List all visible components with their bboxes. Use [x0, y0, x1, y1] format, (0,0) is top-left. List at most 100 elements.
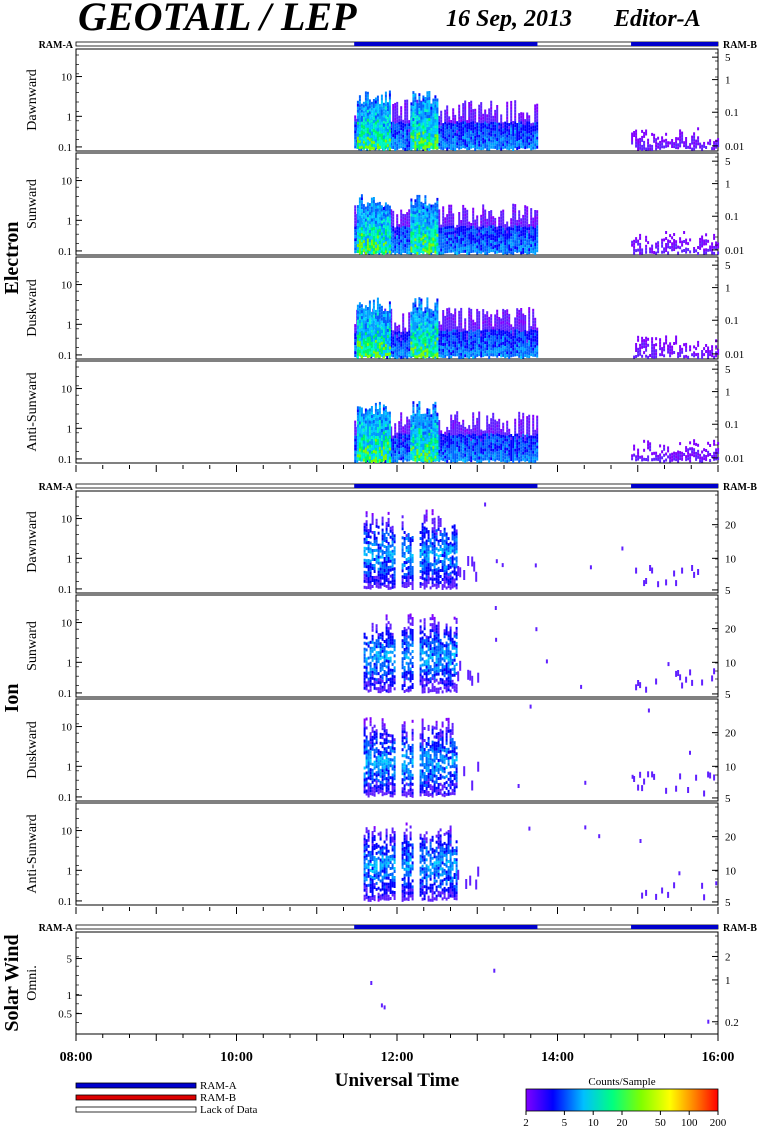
spectrogram-cell: [474, 346, 476, 349]
spectrogram-cell: [448, 320, 450, 323]
spectrogram-cell: [490, 317, 492, 320]
spectrogram-cell: [641, 148, 643, 151]
spectrogram-cell: [500, 229, 502, 232]
spectrogram-cell: [375, 98, 377, 101]
spectrogram-cell: [468, 326, 470, 329]
spectrogram-cell: [361, 206, 363, 209]
spectrogram-cell: [442, 328, 444, 331]
spectrogram-cell: [424, 213, 426, 216]
spectrogram-cell: [486, 138, 488, 141]
spectrogram-cell: [363, 102, 365, 105]
spectrogram-cell: [675, 246, 677, 249]
spectrogram-cell: [689, 143, 691, 146]
spectrogram-cell: [406, 124, 408, 127]
spectrogram-cell: [498, 138, 500, 141]
spectrogram-cell: [506, 111, 508, 114]
spectrogram-cell: [462, 223, 464, 226]
spectrogram-cell: [631, 136, 633, 139]
spectrogram-cell: [536, 110, 538, 113]
spectrogram-cell: [524, 223, 526, 226]
spectrogram-cell: [530, 329, 532, 332]
spectrogram-cell: [484, 243, 486, 246]
spectrogram-cell: [400, 142, 402, 145]
spectrogram-cell: [404, 136, 406, 139]
spectrogram-cell: [357, 347, 359, 350]
spectrogram-cell: [396, 105, 398, 108]
spectrogram-cell: [494, 230, 496, 233]
spectrogram-cell: [438, 336, 440, 339]
spectrogram-cell: [484, 210, 486, 213]
spectrogram-cell: [436, 111, 438, 114]
spectrogram-cell: [458, 138, 460, 141]
spectrogram-cell: [412, 223, 414, 226]
spectrogram-cell: [389, 236, 391, 239]
spectrogram-cell: [387, 229, 389, 232]
spectrogram-cell: [446, 241, 448, 244]
spectrogram-cell: [430, 244, 432, 247]
spectrogram-cell: [448, 247, 450, 250]
spectrogram-cell: [414, 217, 416, 220]
spectrogram-cell: [506, 237, 508, 240]
spectrogram-cell: [484, 240, 486, 243]
spectrogram-cell: [418, 252, 420, 255]
spectrogram-cell: [508, 135, 510, 138]
spectrogram-cell: [488, 123, 490, 126]
spectrogram-cell: [365, 210, 367, 213]
spectrogram-cell: [651, 145, 653, 148]
spectrogram-cell: [528, 313, 530, 316]
spectrogram-cell: [444, 223, 446, 226]
spectrogram-cell: [456, 326, 458, 329]
spectrogram-cell: [430, 229, 432, 232]
spectrogram-cell: [404, 115, 406, 118]
spectrogram-cell: [496, 138, 498, 141]
spectrogram-cell: [691, 139, 693, 142]
spectrogram-cell: [512, 234, 514, 237]
spectrogram-cell: [526, 224, 528, 227]
spectrogram-cell: [396, 123, 398, 126]
spectrogram-cell: [375, 227, 377, 230]
spectrogram-cell: [524, 122, 526, 125]
spectrogram-cell: [532, 330, 534, 333]
spectrogram-cell: [422, 230, 424, 233]
spectrogram-cell: [532, 333, 534, 336]
spectrogram-cell: [428, 145, 430, 148]
spectrogram-cell: [414, 111, 416, 114]
spectrogram-cell: [385, 208, 387, 211]
spectrogram-cell: [404, 220, 406, 223]
spectrogram-cell: [359, 125, 361, 128]
spectrogram-cell: [498, 238, 500, 241]
spectrogram-cell: [448, 208, 450, 211]
spectrogram-cell: [460, 320, 462, 323]
spectrogram-cell: [524, 208, 526, 211]
spectrogram-cell: [697, 139, 699, 142]
spectrogram-cell: [438, 119, 440, 122]
spectrogram-cell: [462, 112, 464, 115]
spectrogram-cell: [428, 225, 430, 228]
spectrogram-cell: [524, 146, 526, 149]
spectrogram-cell: [500, 318, 502, 321]
spectrogram-cell: [444, 319, 446, 322]
spectrogram-cell: [530, 123, 532, 126]
spectrogram-cell: [408, 129, 410, 132]
spectrogram-cell: [661, 139, 663, 142]
spectrogram-cell: [392, 125, 394, 128]
spectrogram-cell: [711, 242, 713, 245]
y2-tick-label: 1: [725, 179, 731, 191]
spectrogram-cell: [414, 120, 416, 123]
spectrogram-cell: [359, 230, 361, 233]
spectrogram-cell: [528, 139, 530, 142]
spectrogram-cell: [516, 147, 518, 150]
spectrogram-cell: [371, 246, 373, 249]
spectrogram-cell: [354, 348, 356, 351]
spectrogram-cell: [476, 233, 478, 236]
spectrogram-cell: [398, 230, 400, 233]
spectrogram-cell: [452, 108, 454, 111]
spectrogram-cell: [394, 242, 396, 245]
spectrogram-cell: [365, 112, 367, 115]
spectrogram-cell: [466, 355, 468, 358]
spectrogram-cell: [510, 224, 512, 227]
spectrogram-cell: [389, 251, 391, 254]
spectrogram-cell: [516, 226, 518, 229]
spectrogram-cell: [488, 120, 490, 123]
spectrogram-cell: [494, 353, 496, 356]
